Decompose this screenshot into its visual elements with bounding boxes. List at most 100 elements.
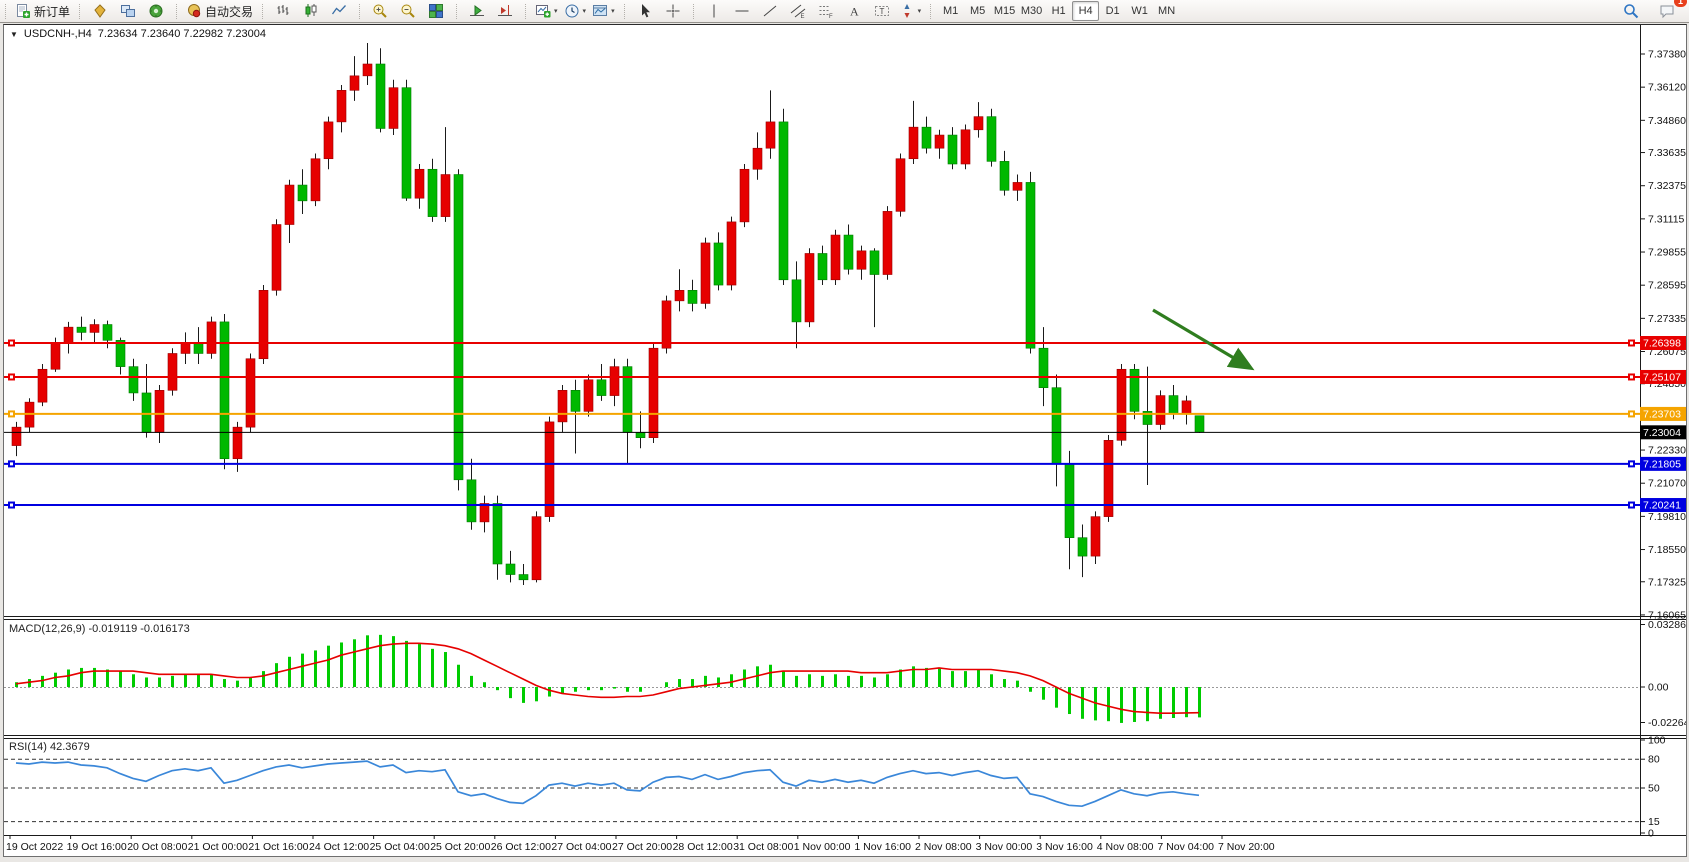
navigator-button[interactable] xyxy=(142,0,170,22)
search-button[interactable] xyxy=(1617,0,1645,22)
toolbar-group: E F A T ▾ xyxy=(690,0,928,22)
line-handle-center xyxy=(10,341,13,345)
price-axis-label: 7.37380 xyxy=(1648,49,1686,61)
timeframe-button-mn[interactable]: MN xyxy=(1158,5,1176,17)
price-axis-label: 7.33635 xyxy=(1648,147,1686,159)
timeframe-button-m15[interactable]: M15 xyxy=(993,5,1016,17)
horizontal-line-button[interactable] xyxy=(728,0,756,22)
candle-body xyxy=(310,158,321,202)
candle-body xyxy=(362,63,373,77)
notification-badge: 1 xyxy=(1674,0,1687,7)
chart-shift-button[interactable] xyxy=(491,0,519,22)
zoom-in-icon xyxy=(373,4,387,18)
price-badge-label: 7.21805 xyxy=(1643,458,1681,470)
line-handle-center xyxy=(1630,375,1633,379)
svg-text:F: F xyxy=(829,14,833,19)
candle-body xyxy=(297,184,308,202)
candle-body xyxy=(271,224,282,291)
candle-body xyxy=(648,347,659,438)
macd-histogram xyxy=(15,634,1201,723)
notifications-button[interactable]: 1 xyxy=(1653,0,1687,22)
price-axis-label: 7.19810 xyxy=(1648,511,1686,523)
candle-body xyxy=(492,503,503,565)
bar-chart-button[interactable] xyxy=(269,0,297,22)
text-icon: A xyxy=(850,5,859,19)
collapse-chart-icon[interactable]: ▼ xyxy=(10,29,18,39)
candle-body xyxy=(674,290,685,302)
price-axis-label: 7.31115 xyxy=(1648,213,1685,225)
auto-scroll-button[interactable] xyxy=(463,0,491,22)
drawn-arrow-annotation[interactable] xyxy=(1152,308,1255,371)
candle-body xyxy=(37,368,48,403)
time-axis-label: 3 Nov 00:00 xyxy=(976,841,1033,853)
crosshair-button[interactable] xyxy=(659,0,687,22)
time-axis-label: 20 Oct 08:00 xyxy=(127,841,187,853)
text-button[interactable]: A xyxy=(840,0,868,22)
candle-body xyxy=(102,324,113,341)
candle-body xyxy=(232,426,243,460)
data-window-button[interactable] xyxy=(114,0,142,22)
chevron-down-icon[interactable]: ▾ xyxy=(554,8,558,15)
new-order-button[interactable]: 新订单 xyxy=(12,0,73,22)
price-axis-label: 7.28595 xyxy=(1648,280,1686,292)
autotrading-button[interactable]: 自动交易 xyxy=(183,0,256,22)
cursor-button[interactable] xyxy=(631,0,659,22)
timeframe-button-m5[interactable]: M5 xyxy=(969,5,986,17)
candle-body xyxy=(1012,182,1023,191)
macd-axis-label: 0.032861 xyxy=(1648,619,1686,631)
zoom-out-icon xyxy=(401,4,415,18)
timeframe-button-w1[interactable]: W1 xyxy=(1131,5,1148,17)
chevron-down-icon[interactable]: ▾ xyxy=(582,8,587,15)
vertical-line-button[interactable] xyxy=(700,0,728,22)
chart-window[interactable]: ▼ USDCNH-,H4 7.23634 7.23640 7.22982 7.2… xyxy=(3,24,1687,857)
toolbar-right: 1 xyxy=(1617,0,1689,22)
candle-body xyxy=(570,390,581,412)
line-chart-button[interactable] xyxy=(325,0,353,22)
label-icon: T xyxy=(874,6,889,16)
candle-body xyxy=(1051,387,1062,465)
rsi-line xyxy=(15,760,1200,808)
templates-button[interactable]: ▾ xyxy=(589,0,618,22)
time-axis-label: 4 Nov 08:00 xyxy=(1097,841,1154,853)
price-badge xyxy=(1640,369,1686,384)
candle-body xyxy=(505,563,516,575)
candlestick-chart-button[interactable] xyxy=(297,0,325,22)
trendline-button[interactable] xyxy=(756,0,784,22)
candle-body xyxy=(154,390,165,433)
periods-button[interactable]: ▾ xyxy=(561,0,590,22)
timeframe-button-d1[interactable]: D1 xyxy=(1105,5,1120,17)
equidistant-channel-button[interactable]: E xyxy=(784,0,812,22)
chevron-down-icon[interactable]: ▾ xyxy=(917,8,922,15)
candle-body xyxy=(401,87,412,199)
timeframe-button-h4[interactable]: H4 xyxy=(1072,1,1100,21)
toolbar-group: 自动交易 xyxy=(173,0,259,22)
template-icon xyxy=(593,5,608,16)
timeframe-button-m1[interactable]: M1 xyxy=(942,5,959,17)
price-axis-label: 7.29855 xyxy=(1648,247,1686,259)
timeframe-button-m30[interactable]: M30 xyxy=(1020,5,1043,17)
chevron-down-icon[interactable]: ▾ xyxy=(611,8,615,15)
arrows-button[interactable]: ▾ xyxy=(896,0,925,22)
candle-body xyxy=(219,321,230,460)
price-axis-label: 7.16065 xyxy=(1648,609,1686,621)
zoom-in-button[interactable] xyxy=(366,0,394,22)
text-label-button[interactable]: T xyxy=(868,0,896,22)
time-axis-label: 27 Oct 04:00 xyxy=(551,841,611,853)
fibonacci-button[interactable]: F xyxy=(812,0,840,22)
price-badge xyxy=(1640,498,1686,513)
tile-windows-button[interactable] xyxy=(422,0,450,22)
rsi-axis-label: 50 xyxy=(1648,783,1660,795)
chart-canvas[interactable]: 7.37380 7.36120 7.34860 7.33635 7.32375 7.311… xyxy=(4,25,1686,856)
candle-body xyxy=(1103,440,1114,517)
autotrading-icon xyxy=(188,4,201,18)
zoom-out-button[interactable] xyxy=(394,0,422,22)
chart-shift-icon xyxy=(498,5,513,16)
chart-ohlc-readout: 7.23634 7.23640 7.22982 7.23004 xyxy=(97,28,266,40)
timeframe-button-h1[interactable]: H1 xyxy=(1051,5,1066,17)
new-chart-button[interactable]: ▾ xyxy=(532,0,561,22)
time-axis-label: 21 Oct 00:00 xyxy=(188,841,248,853)
candle-body xyxy=(323,121,334,160)
price-axis-label: 7.18550 xyxy=(1648,544,1686,556)
market-watch-button[interactable] xyxy=(86,0,114,22)
candle-body xyxy=(427,168,438,217)
